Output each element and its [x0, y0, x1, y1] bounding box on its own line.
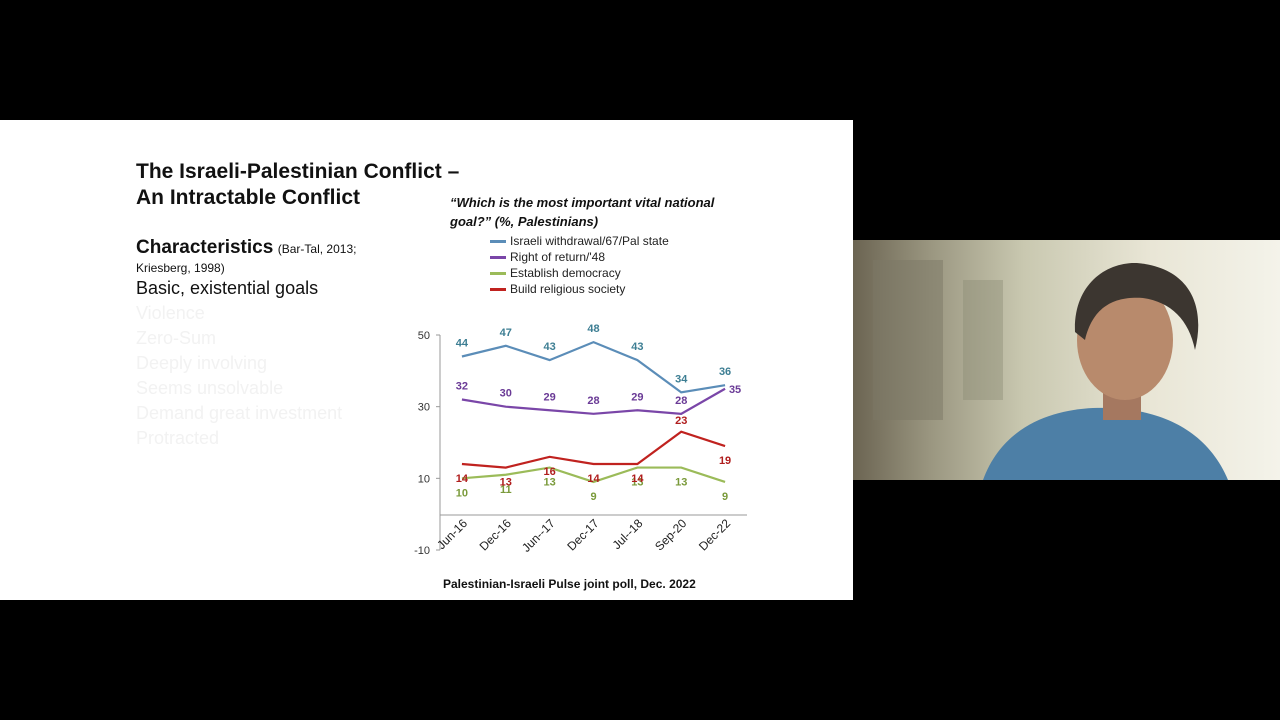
- data-label: 13: [544, 477, 556, 489]
- x-tick-label: Jul--18: [610, 516, 646, 552]
- characteristics-heading: Characteristics (Bar-Tal, 2013; Kriesber…: [136, 237, 376, 277]
- data-label: 47: [500, 327, 512, 339]
- legend-item: Right of return/'48: [490, 249, 669, 265]
- data-label: 13: [500, 477, 512, 489]
- presentation-slide: The Israeli-Palestinian Conflict – An In…: [0, 120, 853, 600]
- data-label: 9: [590, 491, 596, 503]
- legend-item: Establish democracy: [490, 265, 669, 281]
- bullet-item: Deeply involving: [136, 353, 268, 373]
- slide-title: The Israeli-Palestinian Conflict – An In…: [136, 159, 459, 211]
- data-label: 10: [456, 487, 468, 499]
- data-label: 29: [631, 391, 643, 403]
- x-tick-label: Dec-22: [696, 516, 733, 553]
- bullet-item: Violence: [136, 303, 205, 323]
- y-tick-label: 10: [418, 473, 430, 485]
- series-line: [461, 430, 726, 469]
- x-tick-label: Jun--17: [519, 516, 558, 555]
- data-label: 30: [500, 388, 512, 400]
- bullet-item: Zero-Sum: [136, 328, 217, 348]
- data-label: 43: [544, 341, 556, 353]
- series-line: [461, 466, 726, 484]
- y-tick-label: 30: [418, 402, 430, 414]
- legend-item: Build religious society: [490, 281, 669, 297]
- bullet-item: Seems unsolvable: [136, 378, 284, 398]
- slide-title-line2: An Intractable Conflict: [136, 186, 361, 209]
- y-tick-label: -10: [414, 545, 430, 557]
- data-label: 19: [719, 455, 731, 467]
- data-label: 48: [587, 323, 599, 335]
- legend-label: Establish democracy: [510, 266, 621, 280]
- data-label: 43: [631, 341, 643, 353]
- x-tick-label: Sep-20: [652, 516, 689, 553]
- data-label: 11: [500, 484, 512, 496]
- legend-label: Build religious society: [510, 282, 626, 296]
- data-label: 34: [675, 373, 688, 385]
- legend-label: Israeli withdrawal/67/Pal state: [510, 234, 669, 248]
- y-tick-label: 50: [418, 330, 430, 342]
- bullet-item: Basic, existential goals: [136, 278, 319, 298]
- data-label: 13: [631, 477, 643, 489]
- bullet-item: Protracted: [136, 428, 220, 448]
- data-label: 44: [456, 338, 469, 350]
- series-line: [461, 387, 726, 415]
- data-label: 23: [675, 415, 687, 427]
- data-label: 16: [544, 466, 556, 478]
- webcam-video: [853, 240, 1280, 480]
- legend-item: Israeli withdrawal/67/Pal state: [490, 233, 669, 249]
- bullet-item: Demand great investment: [136, 403, 343, 423]
- x-tick-label: Dec-17: [564, 516, 601, 553]
- data-label: 13: [675, 477, 687, 489]
- data-label: 32: [456, 381, 468, 393]
- data-label: 14: [456, 473, 469, 485]
- characteristics-list: Basic, existential goals Violence Zero-S…: [136, 278, 366, 453]
- data-label: 14: [631, 473, 644, 485]
- chart-question: “Which is the most important vital natio…: [450, 195, 715, 229]
- data-label: 35: [729, 384, 741, 396]
- legend-label: Right of return/'48: [510, 250, 606, 264]
- legend-swatch: [490, 287, 506, 291]
- data-label: 29: [544, 391, 556, 403]
- legend-swatch: [490, 255, 506, 259]
- data-label: 9: [722, 491, 728, 503]
- characteristics-label: Characteristics: [136, 237, 274, 258]
- slide-title-line1: The Israeli-Palestinian Conflict –: [136, 160, 460, 183]
- legend-swatch: [490, 271, 506, 275]
- data-label: 36: [719, 366, 731, 378]
- data-label: 28: [587, 395, 599, 407]
- series-line: [461, 340, 726, 394]
- chart-legend: Israeli withdrawal/67/Pal state Right of…: [490, 233, 669, 297]
- legend-swatch: [490, 239, 506, 243]
- x-tick-label: Dec-16: [477, 516, 514, 553]
- chart-source: Palestinian-Israeli Pulse joint poll, De…: [443, 577, 696, 591]
- presenter-video-frame: [873, 260, 1228, 480]
- data-label: 14: [587, 473, 600, 485]
- data-label: 28: [675, 395, 687, 407]
- characteristics-citation: (Bar-Tal, 2013; Kriesberg, 1998): [136, 242, 357, 275]
